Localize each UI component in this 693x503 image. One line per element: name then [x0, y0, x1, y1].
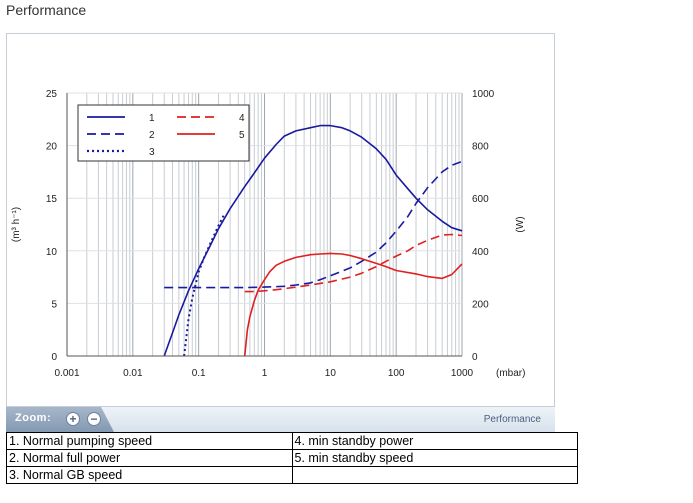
y-left-tick-label: 20: [46, 142, 58, 153]
legend-cell-4: 4. min standby power: [291, 432, 578, 450]
zoom-label: Zoom:: [15, 412, 52, 424]
x-tick-label: 10: [325, 368, 337, 379]
y-right-tick-label: 800: [472, 142, 489, 153]
x-tick-label: 0.001: [54, 368, 79, 379]
legend-label-5: 5: [239, 130, 245, 141]
legend-cell-empty: [291, 466, 578, 484]
legend: 1 2 3 4 5: [77, 104, 250, 162]
legend-table: 1. Normal pumping speed 4. min standby p…: [6, 432, 578, 484]
x-tick-label: 0.1: [192, 368, 206, 379]
y-right-axis-label: (W): [515, 216, 526, 232]
y-right-tick-label: 400: [472, 247, 489, 258]
x-tick-label: 1: [262, 368, 268, 379]
y-left-tick-label: 15: [46, 194, 58, 205]
legend-label-1: 1: [149, 113, 155, 124]
y-left-tick-label: 0: [51, 352, 57, 363]
table-row: 3. Normal GB speed: [6, 466, 578, 484]
y-right-tick-label: 1000: [472, 89, 495, 100]
axes: 0.001 0.01 0.1 1 10 100 1000051015202502004006…: [11, 89, 526, 379]
page-title: Performance: [6, 2, 87, 18]
zoom-bar: Zoom: + − Performance: [6, 406, 555, 432]
series-line-4: [244, 233, 463, 293]
y-left-tick-label: 10: [46, 247, 58, 258]
performance-tab[interactable]: Performance: [483, 414, 541, 425]
y-right-tick-label: 0: [472, 352, 478, 363]
y-right-tick-label: 600: [472, 194, 489, 205]
x-tick-label: 1000: [451, 368, 474, 379]
legend-cell-2: 2. Normal full power: [6, 449, 293, 467]
legend-cell-3: 3. Normal GB speed: [6, 466, 293, 484]
y-left-tick-label: 5: [51, 299, 57, 310]
chart-panel: 0.001 0.01 0.1 1 10 100 1000 0 5 10 15 20 25 0 200 400 6…: [6, 33, 555, 431]
y-left-axis-label: (m³ h⁻¹): [11, 207, 22, 242]
x-tick-label: 0.01: [123, 368, 143, 379]
performance-chart: 0.001 0.01 0.1 1 10 100 1000051015202502004006…: [8, 82, 554, 379]
legend-label-2: 2: [149, 130, 155, 141]
zoom-in-button[interactable]: +: [66, 412, 80, 426]
series-line-3: [183, 212, 226, 357]
table-row: 2. Normal full power 5. min standby spee…: [6, 449, 578, 467]
y-left-tick-label: 25: [46, 89, 58, 100]
x-axis-label: (mbar): [496, 368, 525, 379]
x-tick-label: 100: [388, 368, 405, 379]
legend-label-4: 4: [239, 113, 245, 124]
table-row: 1. Normal pumping speed 4. min standby p…: [6, 432, 578, 450]
series-lines: [163, 124, 463, 357]
legend-cell-5: 5. min standby speed: [291, 449, 578, 467]
legend-label-3: 3: [149, 147, 155, 158]
series-line-5: [243, 252, 463, 357]
legend-cell-1: 1. Normal pumping speed: [6, 432, 293, 450]
y-right-tick-label: 200: [472, 299, 489, 310]
zoom-out-button[interactable]: −: [87, 412, 101, 426]
legend-box: [77, 104, 250, 162]
